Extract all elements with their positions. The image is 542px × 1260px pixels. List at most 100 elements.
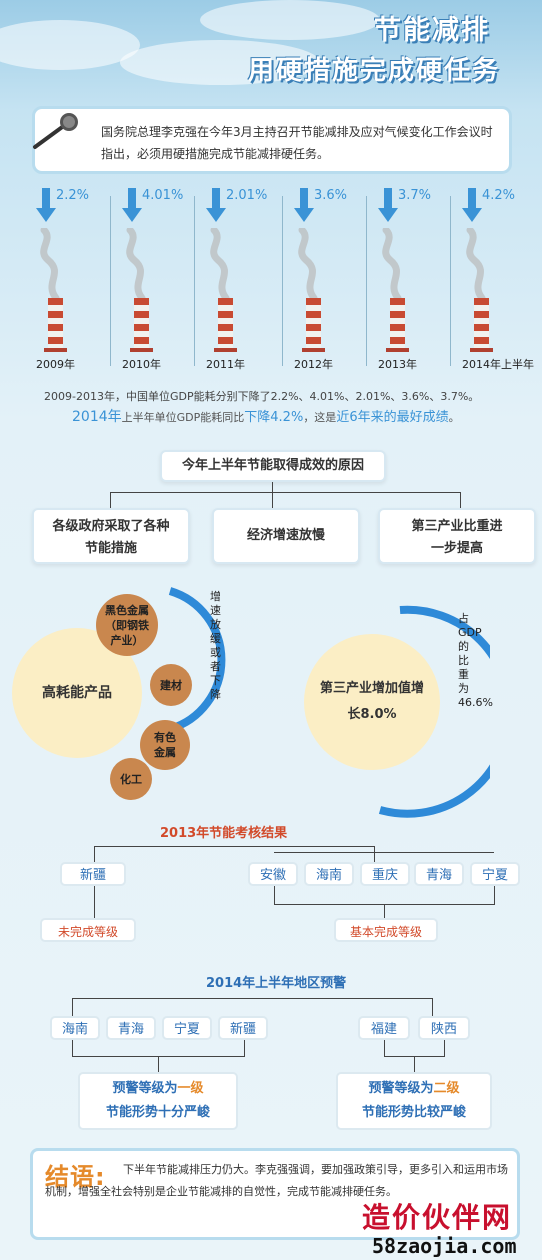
year-label: 2009年 — [36, 358, 75, 371]
note-drop: 下降4.2% — [244, 410, 304, 425]
column-divider — [194, 196, 195, 366]
smoke-icon — [298, 228, 318, 300]
connector — [274, 886, 275, 904]
region-basic: 重庆 — [360, 862, 410, 886]
chimney-icon — [48, 298, 63, 350]
column-divider — [450, 196, 451, 366]
region-warning-1: 宁夏 — [162, 1016, 212, 1040]
main-title: 节能减排 — [374, 15, 490, 46]
region-basic: 安徽 — [248, 862, 298, 886]
connector — [460, 492, 461, 508]
reason-box: 各级政府采取了各种节能措施 — [32, 508, 190, 564]
region-warning-2: 陕西 — [418, 1016, 470, 1040]
warning-title: 2014年上半年地区预警 — [206, 976, 347, 991]
subtitle: 用硬措施完成硬任务 — [248, 56, 501, 86]
connector — [374, 846, 375, 862]
connector — [494, 886, 495, 904]
level-line: 预警等级为二级 — [338, 1077, 490, 1101]
connector — [272, 492, 273, 508]
level-prefix: 预警等级为 — [112, 1081, 178, 1096]
chimney-icon — [306, 298, 321, 350]
warning-level-1: 预警等级为一级 节能形势十分严峻 — [78, 1072, 238, 1130]
region-warning-1: 海南 — [50, 1016, 100, 1040]
note-best: 近6年来的最好成绩 — [336, 410, 449, 425]
smoke-icon — [126, 228, 146, 300]
year-label: 2010年 — [122, 358, 161, 371]
reasons-title: 今年上半年节能取得成效的原因 — [160, 450, 386, 482]
arc-label-right: 占GDP的比重为46.6% — [458, 612, 493, 709]
region-warning-1: 青海 — [106, 1016, 156, 1040]
warning-level-2: 预警等级为二级 节能形势比较严峻 — [336, 1072, 492, 1130]
failed-level-tag: 未完成等级 — [40, 918, 136, 942]
year-column: 2.01% 2011年 — [200, 180, 280, 380]
chimney-icon — [134, 298, 149, 350]
cloud — [120, 40, 320, 85]
arc-label-left: 增速放缓或者下降 — [210, 590, 221, 701]
note-text: ，这是 — [303, 411, 337, 424]
chimney-base — [470, 348, 493, 352]
column-divider — [110, 196, 111, 366]
down-arrow-icon — [122, 188, 142, 222]
chimney-base — [44, 348, 67, 352]
connector — [274, 852, 494, 853]
arc-left — [168, 587, 226, 733]
connector — [432, 998, 433, 1016]
level-line: 预警等级为一级 — [80, 1077, 236, 1101]
connector — [94, 886, 95, 918]
drop-percent: 2.01% — [226, 188, 268, 203]
cloud — [200, 0, 380, 40]
smoke-icon — [466, 228, 486, 300]
industry-circle: 有色金属 — [140, 720, 190, 770]
chimney-icon — [218, 298, 233, 350]
conclusion-label: 结语: — [45, 1163, 106, 1191]
note-period: 。 — [448, 411, 460, 424]
connector — [272, 482, 273, 492]
region-failed: 新疆 — [60, 862, 126, 886]
level-value: 二级 — [433, 1081, 460, 1096]
connector — [244, 1040, 245, 1056]
connector — [414, 1056, 415, 1072]
connector — [110, 492, 111, 508]
connector — [94, 846, 374, 847]
reason-box: 经济增速放慢 — [212, 508, 360, 564]
note-year: 2014年 — [72, 409, 122, 425]
year-column: 4.01% 2010年 — [116, 180, 196, 380]
year-label: 2013年 — [378, 358, 417, 371]
region-basic: 青海 — [414, 862, 464, 886]
column-divider — [366, 196, 367, 366]
down-arrow-icon — [36, 188, 56, 222]
drop-percent: 3.7% — [398, 188, 432, 203]
level-desc: 节能形势十分严峻 — [105, 1105, 210, 1120]
down-arrow-icon — [206, 188, 226, 222]
drop-percent: 4.01% — [142, 188, 184, 203]
chimney-base — [214, 348, 237, 352]
drop-percent: 4.2% — [482, 188, 516, 203]
connector — [110, 492, 460, 493]
year-label: 2014年上半年 — [462, 358, 534, 371]
basic-level-tag: 基本完成等级 — [334, 918, 438, 942]
connector — [384, 904, 385, 918]
region-basic: 海南 — [304, 862, 354, 886]
level-desc: 节能形势比较严峻 — [361, 1105, 466, 1120]
chimney-base — [302, 348, 325, 352]
connector — [72, 1040, 73, 1056]
conclusion-box: 结语: 下半年节能减排压力仍大。李克强强调，要加强政策引导，更多引入和运用市场机… — [30, 1148, 520, 1240]
smoke-icon — [40, 228, 60, 300]
connector — [158, 1056, 159, 1072]
chimney-base — [130, 348, 153, 352]
region-basic: 宁夏 — [470, 862, 520, 886]
tertiary-circle: 第三产业增加值增长8.0% — [304, 634, 440, 770]
year-column: 3.7% 2013年 — [372, 180, 452, 380]
summary-note: 2009-2013年，中国单位GDP能耗分别下降了2.2%、4.01%、2.01… — [44, 390, 480, 403]
watermark-url: 58zaojia.com — [372, 1234, 517, 1258]
down-arrow-icon — [462, 188, 482, 222]
chimney-icon — [390, 298, 405, 350]
connector — [94, 846, 95, 862]
down-arrow-icon — [378, 188, 398, 222]
connector — [444, 1040, 445, 1056]
region-warning-1: 新疆 — [218, 1016, 268, 1040]
connector — [384, 1040, 385, 1056]
column-divider — [282, 196, 283, 366]
year-column: 4.2% 2014年上半年 — [456, 180, 536, 380]
cloud — [0, 20, 140, 70]
